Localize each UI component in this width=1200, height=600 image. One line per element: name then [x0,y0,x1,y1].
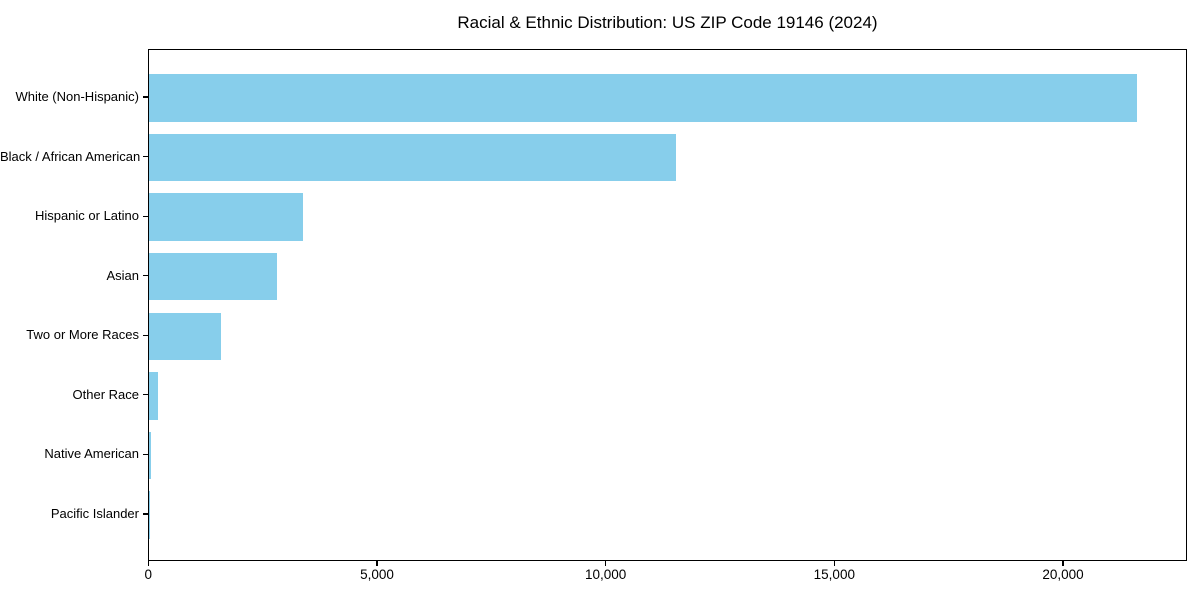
y-tick-label: White (Non-Hispanic) [15,89,139,104]
y-tick-mark [143,453,149,455]
y-tick-label: Other Race [72,386,139,402]
x-tick-mark [376,561,378,566]
bar-other-race [149,372,159,420]
y-tick-mark [143,394,149,396]
x-tick-mark [147,561,149,566]
bar-two-or-more-races [149,312,222,361]
x-tick-mark [833,561,835,566]
y-tick-label: Black / African American [0,148,141,164]
y-tick-label: Hispanic or Latino [34,208,139,224]
chart-title: Racial & Ethnic Distribution: US ZIP Cod… [457,13,878,32]
plot-area [148,49,1187,561]
y-tick-mark [143,96,149,98]
x-tick-mark [1062,561,1064,566]
bar-hispanic-or-latino [149,193,304,241]
bar-white-non-hispanic [149,74,1138,122]
y-tick-mark [143,275,149,277]
x-tick-label: 0 [144,567,153,582]
y-tick-mark [143,155,149,158]
x-tick-label: 15,000 [813,567,855,582]
y-tick-label: Native American [44,446,139,462]
y-tick-mark [143,215,149,217]
y-tick-label: Two or More Races [26,327,139,343]
x-tick-label: 20,000 [1042,567,1084,582]
y-tick-mark [143,334,149,336]
bar-native-american [149,431,151,480]
bar-asian [149,252,277,301]
x-tick-mark [605,561,607,566]
y-tick-label: Asian [106,267,139,283]
x-tick-label: 10,000 [584,567,627,582]
y-tick-label: Pacific Islander [50,505,139,521]
y-tick-mark [143,513,149,515]
x-tick-label: 5,000 [360,567,394,582]
bar-black-african-american [149,133,676,182]
